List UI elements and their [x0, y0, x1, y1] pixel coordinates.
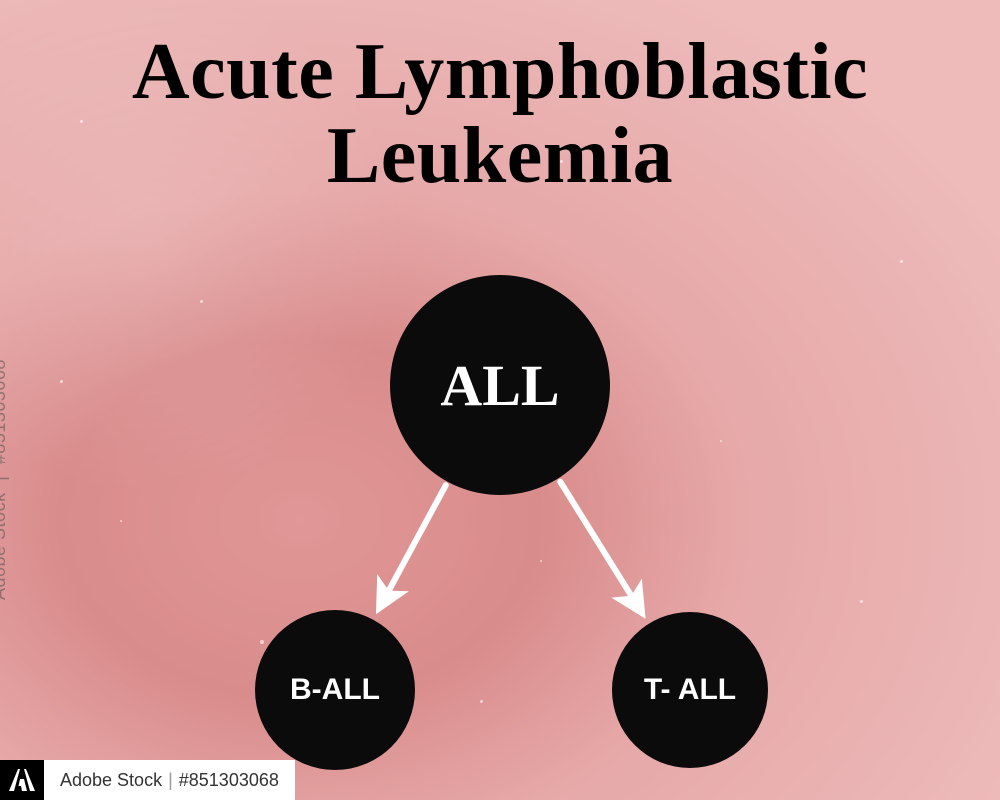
watermark-separator: | [0, 476, 9, 481]
adobe-a-icon [9, 769, 35, 791]
node-right-label: T- ALL [644, 673, 736, 707]
title-line-2: Leukemia [0, 114, 1000, 198]
node-right: T- ALL [612, 612, 768, 768]
adobe-logo [0, 760, 44, 800]
stock-tag: Adobe Stock | #851303068 [0, 760, 295, 800]
node-root-label: ALL [440, 352, 559, 419]
stock-tag-text: Adobe Stock | #851303068 [44, 760, 295, 800]
page-title: Acute Lymphoblastic Leukemia [0, 30, 1000, 198]
stock-tag-brand: Adobe Stock [60, 770, 162, 791]
watermark-id: #851303068 [0, 359, 9, 464]
stock-tag-separator: | [168, 770, 173, 791]
node-left-label: B-ALL [290, 673, 380, 707]
infographic-canvas: Acute Lymphoblastic Leukemia ALL B-ALL T… [0, 0, 1000, 800]
stock-tag-id: #851303068 [179, 770, 279, 791]
node-root: ALL [390, 275, 610, 495]
watermark-vertical: Adobe Stock | #851303068 [0, 359, 10, 600]
watermark-brand: Adobe Stock [0, 492, 9, 600]
title-line-1: Acute Lymphoblastic [0, 30, 1000, 114]
node-left: B-ALL [255, 610, 415, 770]
